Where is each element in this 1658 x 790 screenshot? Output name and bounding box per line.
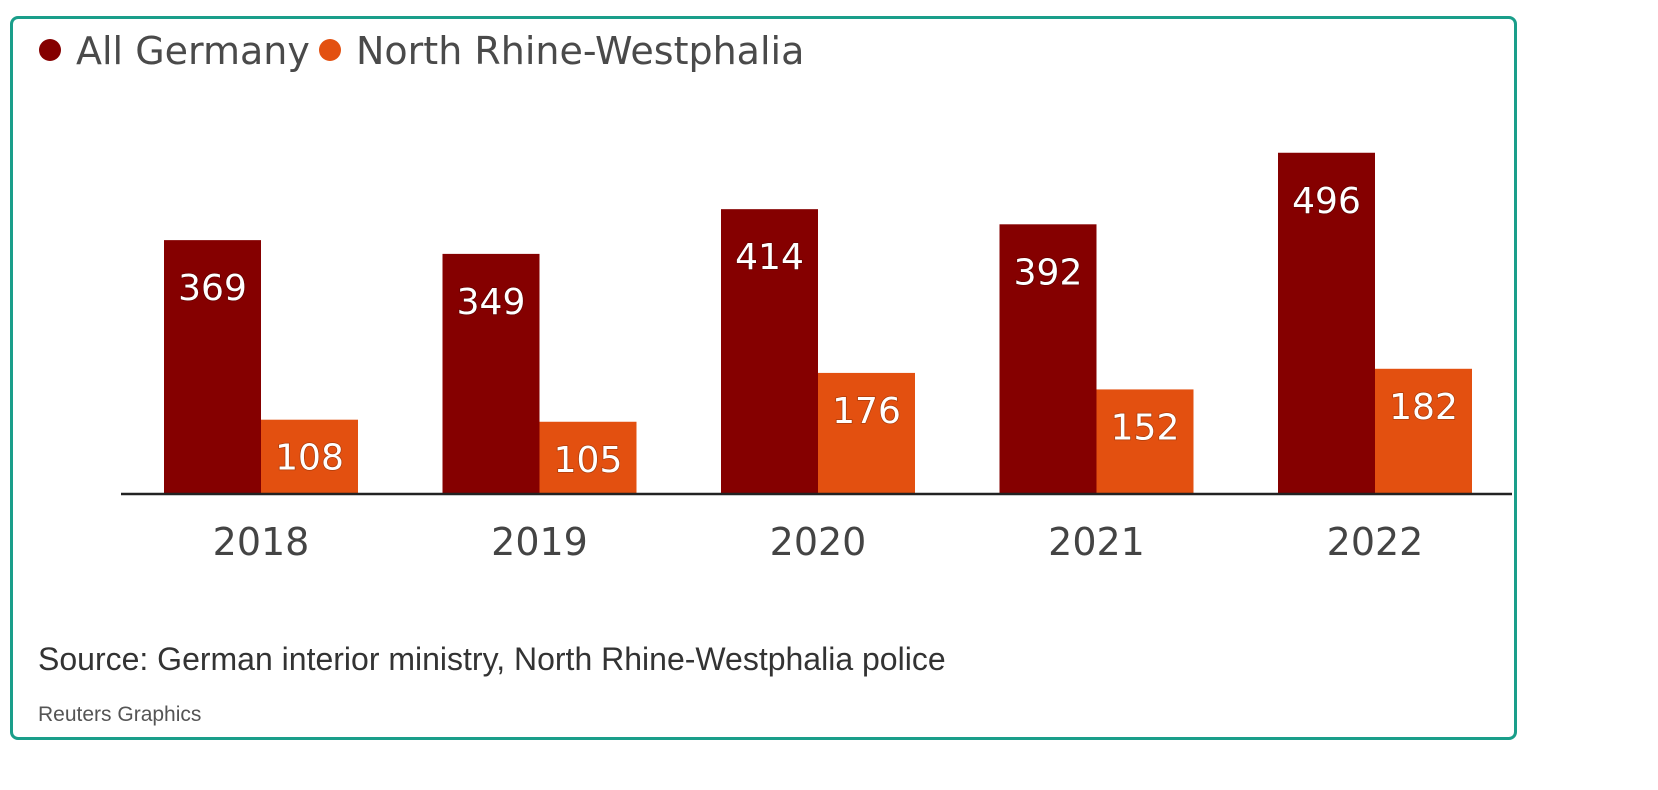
legend-label-2: North Rhine-Westphalia	[356, 29, 804, 73]
bar-2021-series-2	[1096, 389, 1194, 494]
bar-label-2020-series-1: 414	[735, 237, 804, 278]
x-tick-2021: 2021	[1048, 520, 1145, 564]
bar-labels: 369 108 349 105 414 176 392 152 496 182	[177, 180, 1458, 482]
bar-2022-series-1	[1278, 152, 1375, 494]
bar-label-2018-series-1: 369	[178, 268, 247, 309]
x-axis-ticks: 2018 2019 2020 2021 2022	[213, 520, 1424, 564]
bar-label-2022-series-1: 496	[1292, 181, 1361, 222]
credit-note: Reuters Graphics	[38, 703, 201, 726]
bar-label-2019-series-2: 105	[554, 440, 623, 481]
bar-label-2020-series-2: 176	[832, 391, 901, 432]
bar-label-2022-series-2: 182	[1389, 387, 1458, 428]
bar-label-2021-series-1: 392	[1014, 252, 1083, 293]
legend-swatch-1	[39, 39, 61, 61]
x-tick-2018: 2018	[213, 520, 310, 564]
legend-swatch-2	[319, 39, 341, 61]
x-tick-2022: 2022	[1327, 520, 1424, 564]
source-note: Source: German interior ministry, North …	[38, 641, 946, 677]
bar-2020-series-2	[818, 372, 915, 494]
bar-2021-series-1	[999, 224, 1097, 494]
bar-label-2019-series-1: 349	[457, 282, 526, 323]
bar-2022-series-2	[1375, 368, 1472, 494]
legend-label-1: All Germany	[76, 29, 310, 73]
bar-2018-series-2	[261, 419, 358, 494]
bar-label-2018-series-2: 108	[275, 438, 344, 479]
x-tick-2019: 2019	[491, 520, 588, 564]
bar-2018-series-1	[164, 240, 261, 494]
bar-2019-series-2	[539, 421, 637, 494]
bars	[164, 152, 1472, 494]
legend: All Germany North Rhine-Westphalia	[39, 29, 804, 73]
bar-2020-series-1	[721, 209, 818, 494]
bar-2019-series-1	[442, 253, 540, 494]
x-tick-2020: 2020	[770, 520, 867, 564]
bar-label-2021-series-2: 152	[1111, 407, 1180, 448]
